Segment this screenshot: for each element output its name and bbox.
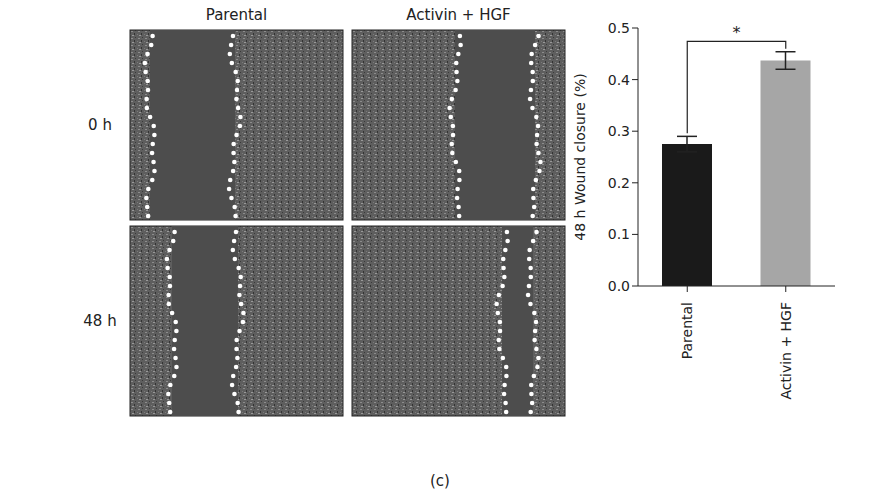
svg-text:0 h: 0 h xyxy=(88,116,112,134)
svg-text:Parental: Parental xyxy=(679,302,695,359)
svg-text:48 h: 48 h xyxy=(83,312,116,330)
svg-text:*: * xyxy=(733,23,741,42)
svg-text:(c): (c) xyxy=(430,472,450,490)
svg-text:0.5: 0.5 xyxy=(608,20,630,36)
svg-text:Parental: Parental xyxy=(206,6,267,24)
svg-text:Activin + HGF: Activin + HGF xyxy=(406,6,510,24)
svg-text:48 h Wound closure (%): 48 h Wound closure (%) xyxy=(572,73,588,240)
svg-text:0.0: 0.0 xyxy=(608,278,630,294)
svg-text:Activin + HGF: Activin + HGF xyxy=(778,302,794,400)
svg-text:0.1: 0.1 xyxy=(608,226,630,242)
svg-text:0.3: 0.3 xyxy=(608,123,630,139)
svg-text:0.4: 0.4 xyxy=(608,72,630,88)
svg-text:0.2: 0.2 xyxy=(608,175,630,191)
